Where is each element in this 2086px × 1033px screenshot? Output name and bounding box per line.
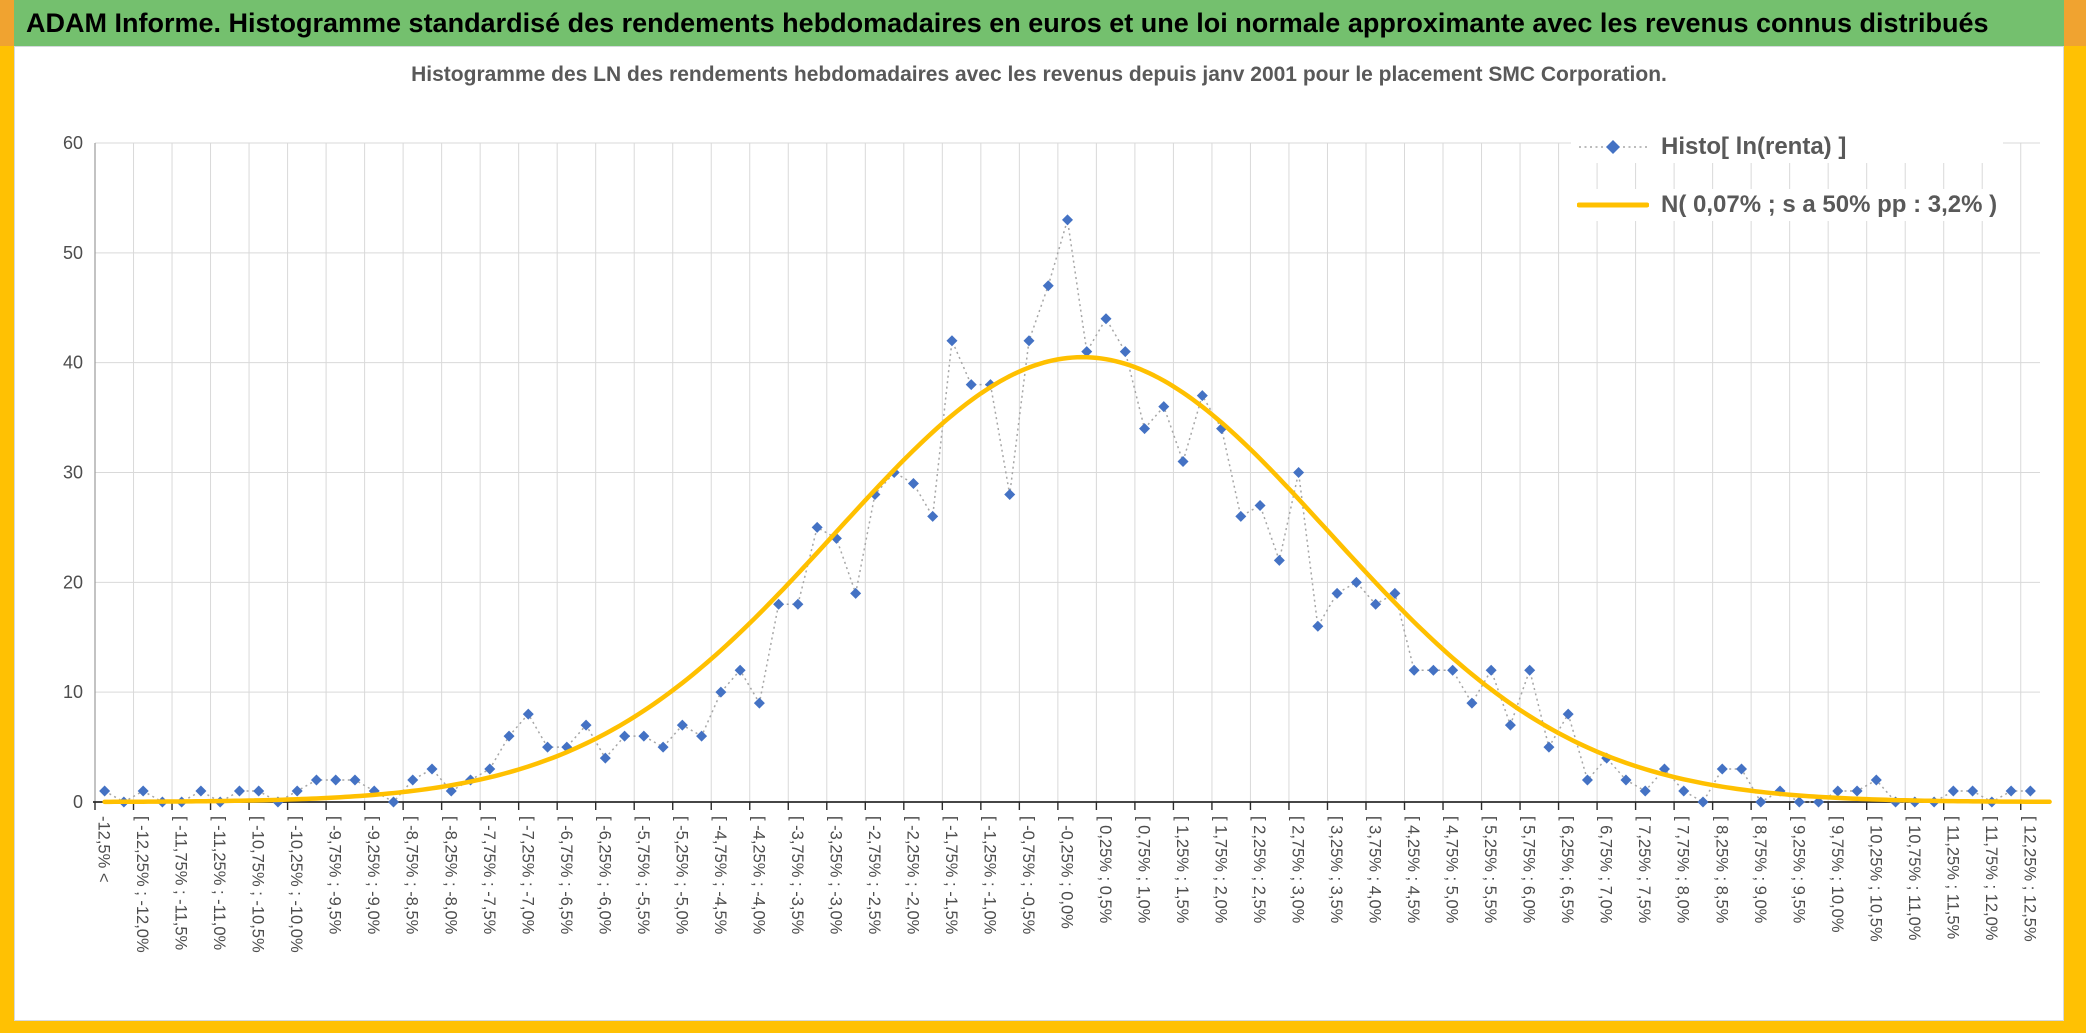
x-axis-label: [ -2,25% ; -2,0%: [903, 816, 921, 935]
x-axis-label: [ -3,75% ; -3,5%: [788, 816, 806, 935]
histogram-connector-line: [104, 219, 2031, 804]
gridlines: [94, 142, 2040, 802]
x-axis-label: [ 10,75% ; 11,0%: [1905, 816, 1923, 941]
x-axis-label: [ -11,75% ; -11,5%: [172, 816, 190, 951]
y-axis-label: 30: [63, 463, 83, 483]
header-banner: ADAM Informe. Histogramme standardisé de…: [14, 0, 2064, 46]
x-axis-label: [ 2,75% ; 3,0%: [1289, 816, 1307, 924]
x-axis-label: [ 4,25% ; 4,5%: [1404, 816, 1422, 924]
x-axis-label: [ -3,25% ; -3,0%: [826, 816, 844, 935]
y-axis-label: 10: [63, 682, 83, 702]
x-axis-label: [ 11,25% ; 11,5%: [1943, 816, 1961, 940]
chart-title: Histogramme des LN des rendements hebdom…: [411, 63, 1667, 86]
histogram-chart[interactable]: 0 10 20 30 40 50 60 -12,5% < [ -12,25% ; -12,0% […: [15, 47, 2065, 1022]
x-axis-label: [ -2,75% ; -2,5%: [865, 816, 883, 935]
x-axis-label: [ 7,25% ; 7,5%: [1635, 816, 1653, 924]
legend-label-histogram: Histo[ ln(renta) ]: [1661, 133, 1847, 160]
x-axis-label: [ -12,25% ; -12,0%: [133, 816, 151, 953]
x-axis-label: [ 0,75% ; 1,0%: [1135, 816, 1153, 924]
x-axis-label: [ 12,25% ; 12,5%: [2020, 816, 2038, 942]
x-axis-label: [ -9,75% ; -9,5%: [326, 816, 344, 935]
y-axis-label: 20: [63, 572, 83, 592]
x-axis-label: [ -10,25% ; -10,0%: [287, 816, 305, 953]
x-axis-labels: -12,5% < [ -12,25% ; -12,0% [ -11,75% ; -1…: [95, 816, 2039, 953]
chart-area[interactable]: 0 10 20 30 40 50 60 -12,5% < [ -12,25% ; -12,0% […: [14, 46, 2064, 1021]
x-axis-label: [ 1,75% ; 2,0%: [1212, 816, 1230, 924]
x-axis-label: [ 3,25% ; 3,5%: [1327, 816, 1345, 924]
x-axis-label: [ -8,75% ; -8,5%: [403, 816, 421, 935]
y-axis-label: 0: [73, 792, 83, 812]
x-axis-label: [ -7,75% ; -7,5%: [480, 816, 498, 935]
x-axis-label: [ 3,75% ; 4,0%: [1366, 816, 1384, 924]
legend-item-normal-curve[interactable]: N( 0,07% ; s a 50% pp : 3,2% ): [1571, 189, 2004, 221]
frame-corner-left: [0, 0, 14, 46]
x-axis-label: [ -11,25% ; -11,0%: [210, 816, 228, 951]
x-axis-label: [ -0,25% ; 0,0%: [1058, 816, 1076, 929]
x-axis-label: [ -4,75% ; -4,5%: [711, 816, 729, 935]
legend-item-histogram[interactable]: Histo[ ln(renta) ]: [1571, 131, 2004, 163]
y-axis-label: 50: [63, 243, 83, 263]
x-axis-label: [ 5,25% ; 5,5%: [1481, 816, 1499, 924]
x-axis-label: [ 7,75% ; 8,0%: [1674, 816, 1692, 924]
x-axis-label: [ -1,75% ; -1,5%: [942, 816, 960, 935]
x-axis-label: [ -10,75% ; -10,5%: [249, 816, 267, 953]
x-axis-label: [ 6,75% ; 7,0%: [1597, 816, 1615, 924]
x-axis-label: [ -6,75% ; -6,5%: [557, 816, 575, 935]
x-axis-label: [ -6,25% ; -6,0%: [595, 816, 613, 935]
y-axis-label: 40: [63, 353, 83, 373]
header-banner-title: ADAM Informe. Histogramme standardisé de…: [26, 7, 1989, 38]
x-axis-label: [ 9,75% ; 10,0%: [1828, 816, 1846, 933]
histogram-series-marker-icon: [1579, 140, 1647, 154]
x-axis-label: -12,5% <: [95, 816, 113, 883]
normal-curve-marker-icon: [1577, 202, 1649, 208]
x-axis-label: [ -8,25% ; -8,0%: [441, 816, 459, 935]
x-axis-label: [ -0,75% ; -0,5%: [1019, 816, 1037, 935]
x-axis-label: [ -9,25% ; -9,0%: [364, 816, 382, 935]
x-axis-label: [ 10,25% ; 10,5%: [1866, 816, 1884, 942]
y-axis-label: 60: [63, 133, 83, 153]
frame-corner-right: [2064, 0, 2086, 46]
x-axis-label: [ 4,75% ; 5,0%: [1443, 816, 1461, 924]
y-axis-labels: 0 10 20 30 40 50 60: [63, 133, 83, 812]
histogram-points: [99, 214, 2036, 808]
x-axis-label: [ 9,25% ; 9,5%: [1789, 816, 1807, 924]
x-axis-label: [ -7,25% ; -7,0%: [518, 816, 536, 935]
x-axis-label: [ -5,25% ; -5,0%: [672, 816, 690, 935]
normal-curve: [102, 354, 2052, 805]
x-axis-label: [ 1,25% ; 1,5%: [1173, 816, 1191, 924]
x-axis-label: [ -1,25% ; -1,0%: [980, 816, 998, 935]
x-axis-label: [ -4,25% ; -4,0%: [749, 816, 767, 935]
x-axis-label: [ 0,25% ; 0,5%: [1096, 816, 1114, 924]
legend-label-normal-curve: N( 0,07% ; s a 50% pp : 3,2% ): [1661, 191, 1998, 218]
x-axis-label: [ 8,75% ; 9,0%: [1751, 816, 1769, 924]
x-axis-label: [ 8,25% ; 8,5%: [1712, 816, 1730, 924]
x-axis-ticks: [94, 802, 2022, 810]
x-axis-label: [ 11,75% ; 12,0%: [1982, 816, 2000, 941]
x-axis-label: [ 2,25% ; 2,5%: [1250, 816, 1268, 924]
x-axis-label: [ 5,75% ; 6,0%: [1520, 816, 1538, 924]
x-axis-label: [ -5,75% ; -5,5%: [634, 816, 652, 935]
x-axis-label: [ 6,25% ; 6,5%: [1558, 816, 1576, 924]
chart-legend: Histo[ ln(renta) ] N( 0,07% ; s a 50% pp…: [1571, 131, 2004, 221]
